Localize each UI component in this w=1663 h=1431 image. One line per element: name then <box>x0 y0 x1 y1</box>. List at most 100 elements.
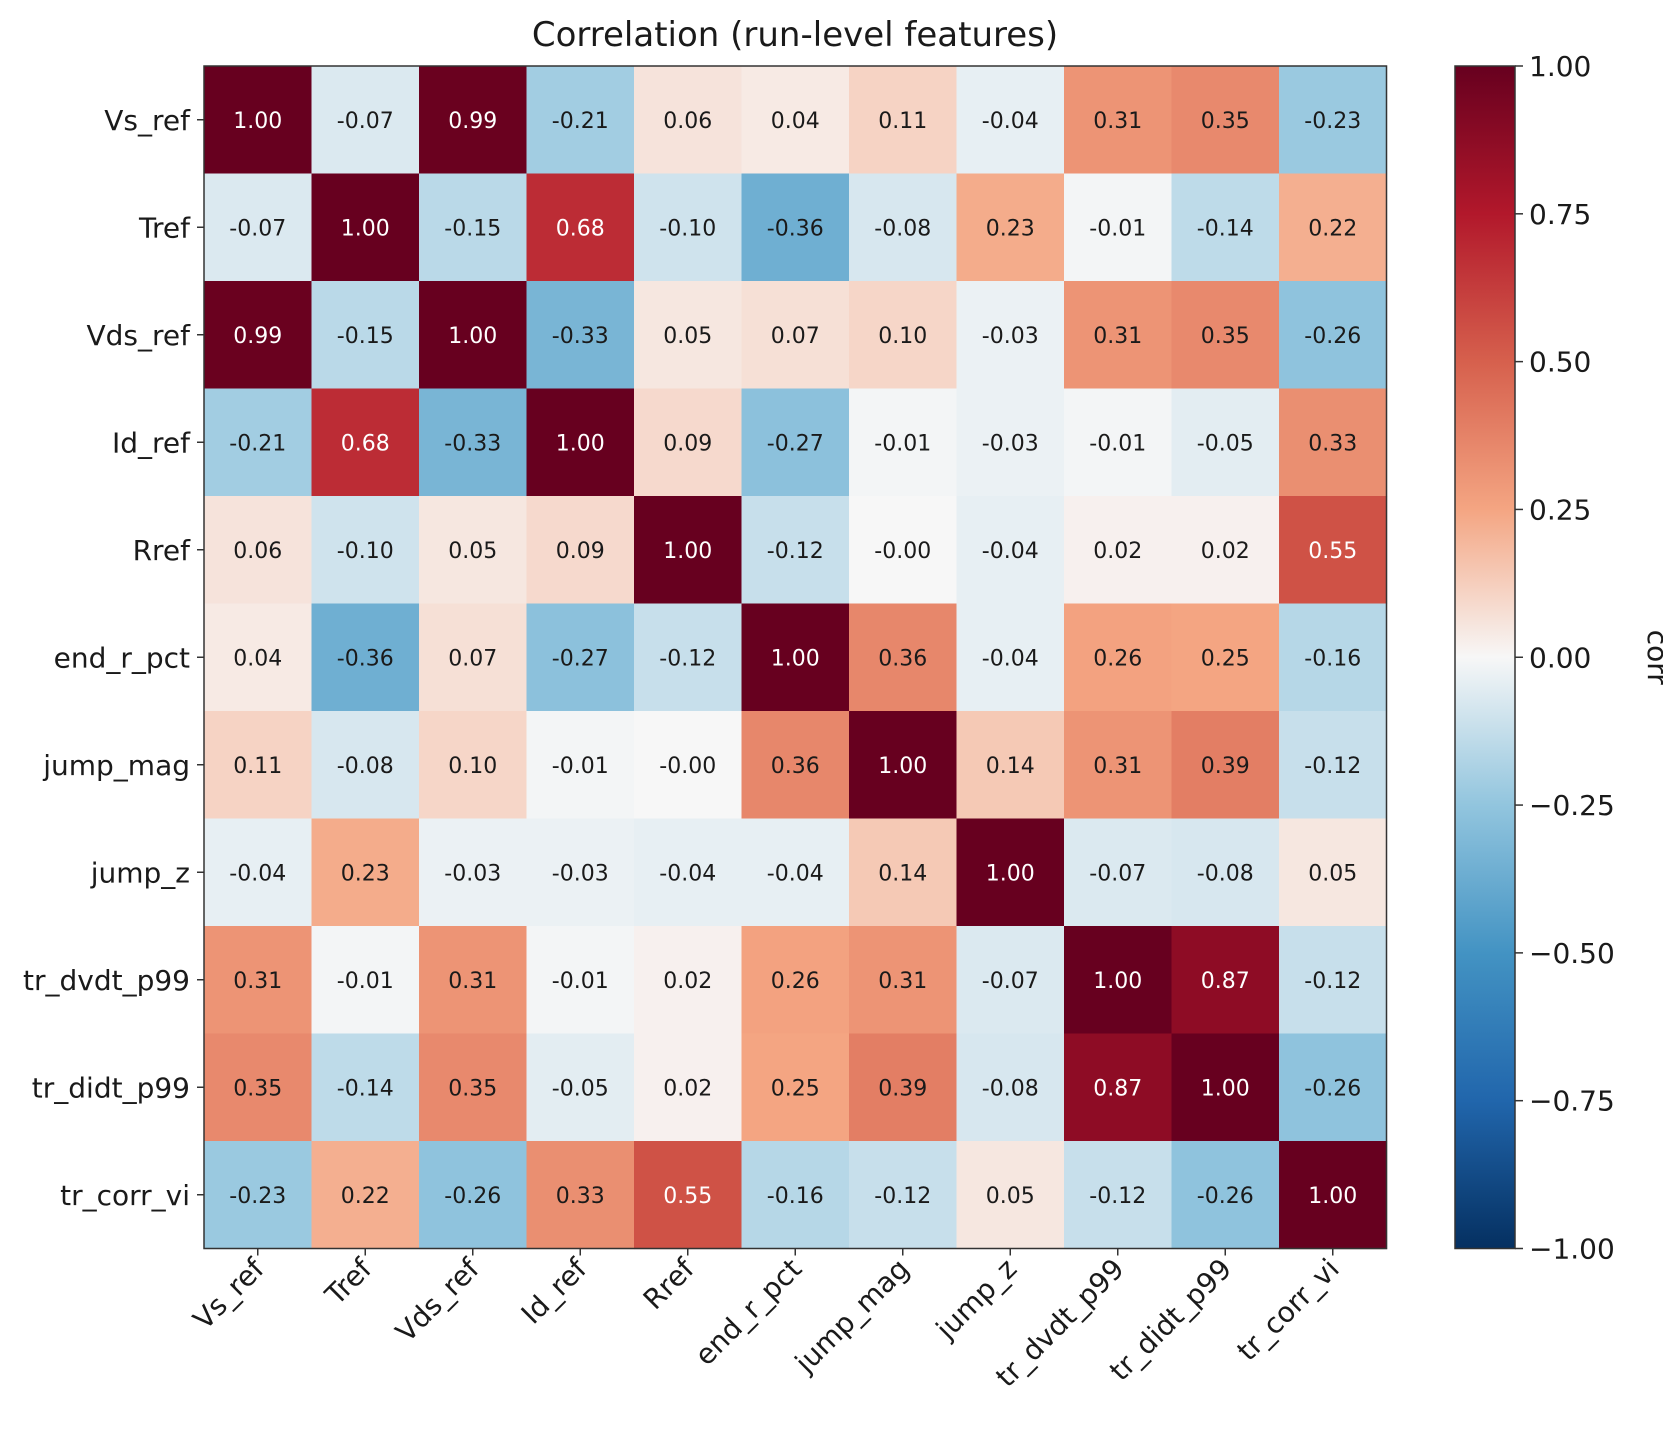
heatmap-cell <box>204 496 313 605</box>
cell-value-label: -0.14 <box>1197 216 1254 241</box>
heatmap-cell <box>849 818 958 927</box>
heatmap-cell <box>849 711 958 820</box>
column-labels: Vs_ref Tref Vds_ref Id_ref Rrefend_r_pctjump… <box>187 1248 1346 1394</box>
cell-value-label: -0.04 <box>659 861 716 886</box>
cell-value-label: -0.27 <box>552 646 609 671</box>
heatmap-cell <box>634 388 743 497</box>
cell-value-label: 0.31 <box>1093 109 1142 134</box>
row-label: Vds_ref <box>87 319 192 352</box>
heatmap-cell <box>956 66 1065 175</box>
cell-value-label: 0.25 <box>771 1076 820 1101</box>
cell-value-label: 0.05 <box>663 324 712 349</box>
heatmap-cell <box>1064 66 1173 175</box>
heatmap-cell <box>741 66 850 175</box>
heatmap-cell <box>634 1033 743 1142</box>
heatmap-cell <box>1064 711 1173 820</box>
heatmap-cell <box>1064 281 1173 390</box>
heatmap-cell <box>741 496 850 605</box>
heatmap-cell <box>849 496 958 605</box>
heatmap-cell <box>1064 818 1173 927</box>
column-label: jump_mag <box>788 1252 916 1380</box>
cell-value-label: 0.87 <box>1201 969 1250 994</box>
row-label: end_r_pct <box>54 641 190 674</box>
heatmap-cell <box>1064 1033 1173 1142</box>
column-label: Tref <box>318 1251 379 1312</box>
heatmap-cell <box>1171 496 1280 605</box>
heatmap-cell <box>526 1033 635 1142</box>
heatmap-cell <box>311 603 420 712</box>
cell-value-label: -0.26 <box>1304 324 1361 349</box>
heatmap-cell <box>1171 1033 1280 1142</box>
heatmap-cell <box>634 603 743 712</box>
heatmap-cell <box>634 66 743 175</box>
cell-value-label: -0.08 <box>982 1076 1039 1101</box>
cell-value-label: 1.00 <box>556 431 605 456</box>
heatmap-cell <box>311 1141 420 1250</box>
column-label: tr_corr_vi <box>1231 1252 1346 1367</box>
heatmap-cells: 1.00 -0.07 0.99 -0.21 0.06 0.04 0.11 -0.04 0.31 0… <box>204 66 1388 1250</box>
cell-value-label: 0.02 <box>663 1076 712 1101</box>
heatmap-cell <box>204 388 313 497</box>
cell-value-label: 0.33 <box>1308 431 1357 456</box>
cell-value-label: -0.07 <box>337 109 394 134</box>
cell-value-label: 0.68 <box>556 216 605 241</box>
colorbar-tick-label: 1.00 <box>1529 50 1591 83</box>
heatmap-cell <box>419 711 528 820</box>
cell-value-label: 0.07 <box>771 324 820 349</box>
heatmap-cell <box>956 388 1065 497</box>
heatmap-cell <box>526 1141 635 1250</box>
cell-value-label: -0.04 <box>767 861 824 886</box>
heatmap-cell <box>1279 173 1388 282</box>
cell-value-label: -0.12 <box>1304 969 1361 994</box>
heatmap-cell <box>1064 1141 1173 1250</box>
heatmap-cell <box>204 711 313 820</box>
cell-value-label: 1.00 <box>1093 969 1142 994</box>
cell-value-label: -0.08 <box>1197 861 1254 886</box>
cell-value-label: -0.01 <box>1089 216 1146 241</box>
heatmap-cell <box>1171 818 1280 927</box>
cell-value-label: 0.36 <box>771 754 820 779</box>
heatmap-cell <box>1171 173 1280 282</box>
cell-value-label: 1.00 <box>341 216 390 241</box>
heatmap-cell <box>1279 1141 1388 1250</box>
heatmap-cell <box>526 388 635 497</box>
colorbar: 1.00 0.75 0.50 0.25 0.00 −0.25 −0.50 −0.75 −1.00… <box>1454 50 1663 1266</box>
column-label: Vds_ref <box>389 1251 486 1348</box>
heatmap-cell <box>849 1033 958 1142</box>
cell-value-label: 0.55 <box>663 1184 712 1209</box>
heatmap-cell <box>741 388 850 497</box>
cell-value-label: 0.31 <box>448 969 497 994</box>
heatmap-cell <box>956 711 1065 820</box>
cell-value-label: -0.00 <box>659 754 716 779</box>
cell-value-label: 0.06 <box>233 539 282 564</box>
cell-value-label: -0.27 <box>767 431 824 456</box>
heatmap-cell <box>311 281 420 390</box>
heatmap-cell <box>419 173 528 282</box>
cell-value-label: -0.04 <box>982 109 1039 134</box>
cell-value-label: 0.04 <box>771 109 820 134</box>
cell-value-label: 0.99 <box>448 109 497 134</box>
heatmap-cell <box>526 281 635 390</box>
heatmap-cell <box>526 66 635 175</box>
colorbar-tick-label: −1.00 <box>1529 1233 1615 1266</box>
heatmap-cell <box>311 66 420 175</box>
cell-value-label: -0.03 <box>444 861 501 886</box>
cell-value-label: -0.01 <box>874 431 931 456</box>
colorbar-tick-label: −0.50 <box>1529 937 1615 970</box>
heatmap-cell <box>1171 388 1280 497</box>
colorbar-tick-label: −0.75 <box>1529 1085 1615 1118</box>
heatmap-cell <box>526 603 635 712</box>
heatmap-cell <box>204 281 313 390</box>
heatmap-cell <box>526 496 635 605</box>
cell-value-label: -0.10 <box>337 539 394 564</box>
cell-value-label: 1.00 <box>663 539 712 564</box>
heatmap-cell <box>204 1141 313 1250</box>
heatmap-cell <box>956 1033 1065 1142</box>
heatmap-cell <box>956 603 1065 712</box>
heatmap-cell <box>419 281 528 390</box>
cell-value-label: 0.07 <box>448 646 497 671</box>
heatmap-cell <box>419 926 528 1035</box>
cell-value-label: -0.15 <box>337 324 394 349</box>
heatmap-cell <box>1279 281 1388 390</box>
